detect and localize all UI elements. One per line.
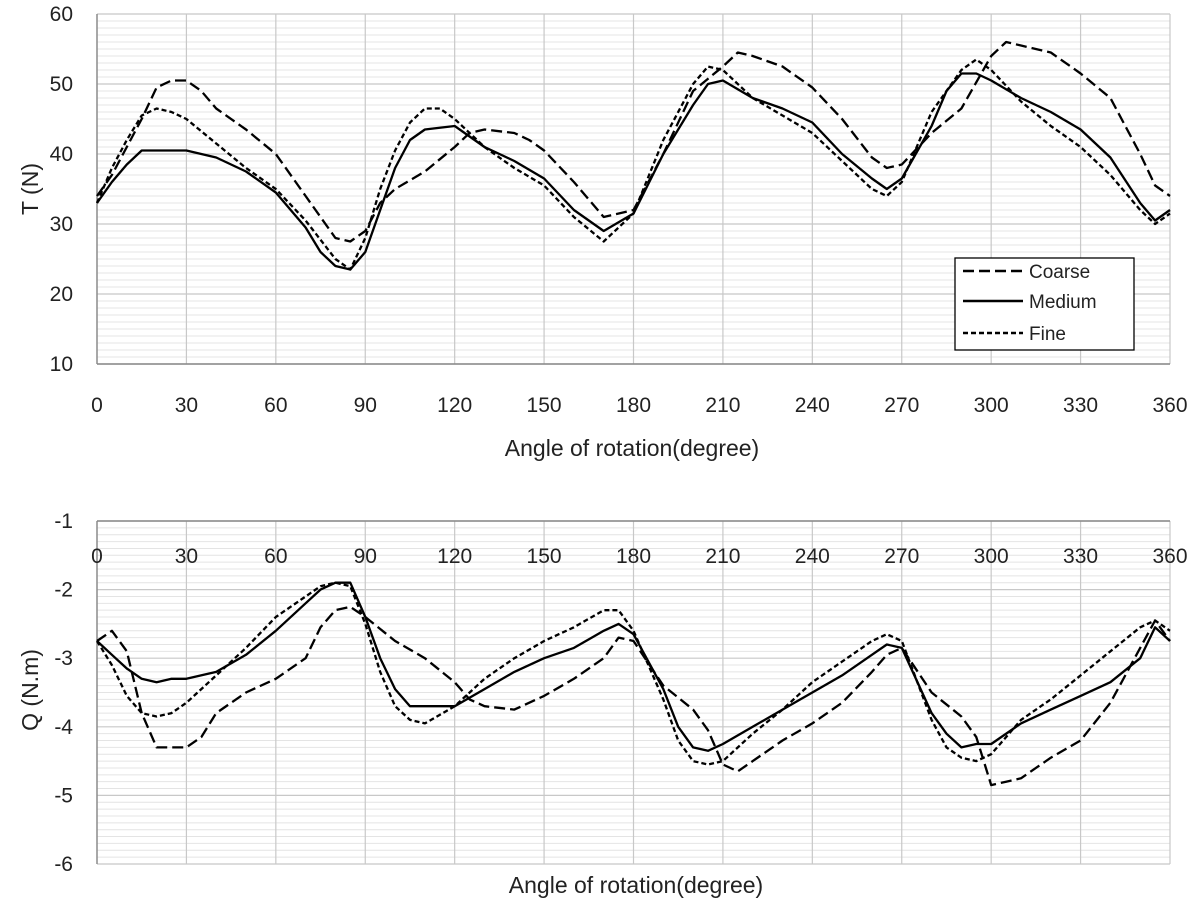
- thrust-x-tick-label: 270: [884, 394, 919, 417]
- thrust-y-tick-label: 60: [50, 3, 73, 26]
- torque-y-tick-label: -1: [54, 510, 73, 533]
- torque-y-tick-label: -6: [54, 853, 73, 876]
- torque-x-tick-label: 300: [974, 545, 1009, 568]
- torque-series-coarse: [96, 605, 1171, 787]
- legend-box: [954, 257, 1135, 351]
- thrust-y-tick-label: 50: [50, 73, 73, 96]
- thrust-series-fine: [95, 58, 1171, 271]
- thrust-x-tick-label: 240: [795, 394, 830, 417]
- torque-y-tick-label: -2: [54, 579, 73, 602]
- thrust-x-tick-label: 150: [527, 394, 562, 417]
- thrust-chart-series: [95, 40, 1171, 271]
- thrust-y-tick-label: 30: [50, 213, 73, 236]
- thrust-x-tick-label: 120: [437, 394, 472, 417]
- torque-x-tick-label: 90: [354, 545, 377, 568]
- thrust-y-tick-label: 20: [50, 283, 73, 306]
- torque-x-tick-label: 30: [175, 545, 198, 568]
- thrust-x-tick-label: 210: [705, 394, 740, 417]
- thrust-x-tick-label: 360: [1152, 394, 1187, 417]
- torque-series-medium: [96, 581, 1171, 752]
- thrust-x-tick-label: 330: [1063, 394, 1098, 417]
- torque-x-tick-label: 210: [705, 545, 740, 568]
- thrust-x-tick-label: 30: [175, 394, 198, 417]
- thrust-x-tick-label: 300: [974, 394, 1009, 417]
- thrust-chart-ylabel: T (N): [17, 163, 43, 215]
- torque-x-tick-label: 270: [884, 545, 919, 568]
- thrust-y-tick-label: 10: [50, 353, 73, 376]
- thrust-chart: 0 30 60 90 120 150 180 210 240 270 300 330 360 10 20 30…: [17, 3, 1188, 461]
- torque-chart-series: [96, 581, 1171, 787]
- legend-label-medium: Medium: [1029, 292, 1097, 313]
- torque-chart-ticks: 0 30 60 90 120 150 180 210 240 270 300 330 360 -1 -2 -3…: [54, 510, 1187, 876]
- torque-x-tick-label: 120: [437, 545, 472, 568]
- torque-y-tick-label: -3: [54, 647, 73, 670]
- torque-chart-grid: [96, 520, 1171, 865]
- thrust-x-tick-label: 60: [264, 394, 287, 417]
- torque-x-tick-label: 180: [616, 545, 651, 568]
- torque-chart-ylabel: Q (N.m): [17, 649, 43, 731]
- thrust-x-tick-label: 0: [91, 394, 103, 417]
- legend-label-coarse: Coarse: [1029, 262, 1090, 283]
- legend-label-fine: Fine: [1029, 324, 1066, 345]
- torque-x-tick-label: 360: [1152, 545, 1187, 568]
- thrust-chart-ticks: 0 30 60 90 120 150 180 210 240 270 300 330 360 10 20 30…: [50, 3, 1188, 417]
- thrust-x-tick-label: 90: [354, 394, 377, 417]
- torque-chart: 0 30 60 90 120 150 180 210 240 270 300 330 360 -1 -2 -3…: [17, 510, 1188, 898]
- torque-x-tick-label: 330: [1063, 545, 1098, 568]
- torque-x-tick-label: 150: [527, 545, 562, 568]
- torque-chart-xlabel: Angle of rotation(degree): [509, 872, 763, 898]
- thrust-x-tick-label: 180: [616, 394, 651, 417]
- thrust-series-coarse: [96, 40, 1171, 243]
- torque-x-tick-label: 0: [91, 545, 103, 568]
- thrust-series-medium: [96, 72, 1171, 271]
- torque-x-tick-label: 240: [795, 545, 830, 568]
- torque-x-tick-label: 60: [264, 545, 287, 568]
- torque-y-tick-label: -4: [54, 716, 73, 739]
- legend: Coarse Medium Fine: [954, 257, 1135, 351]
- thrust-y-tick-label: 40: [50, 143, 73, 166]
- torque-y-tick-label: -5: [54, 784, 73, 807]
- thrust-chart-xlabel: Angle of rotation(degree): [505, 435, 759, 461]
